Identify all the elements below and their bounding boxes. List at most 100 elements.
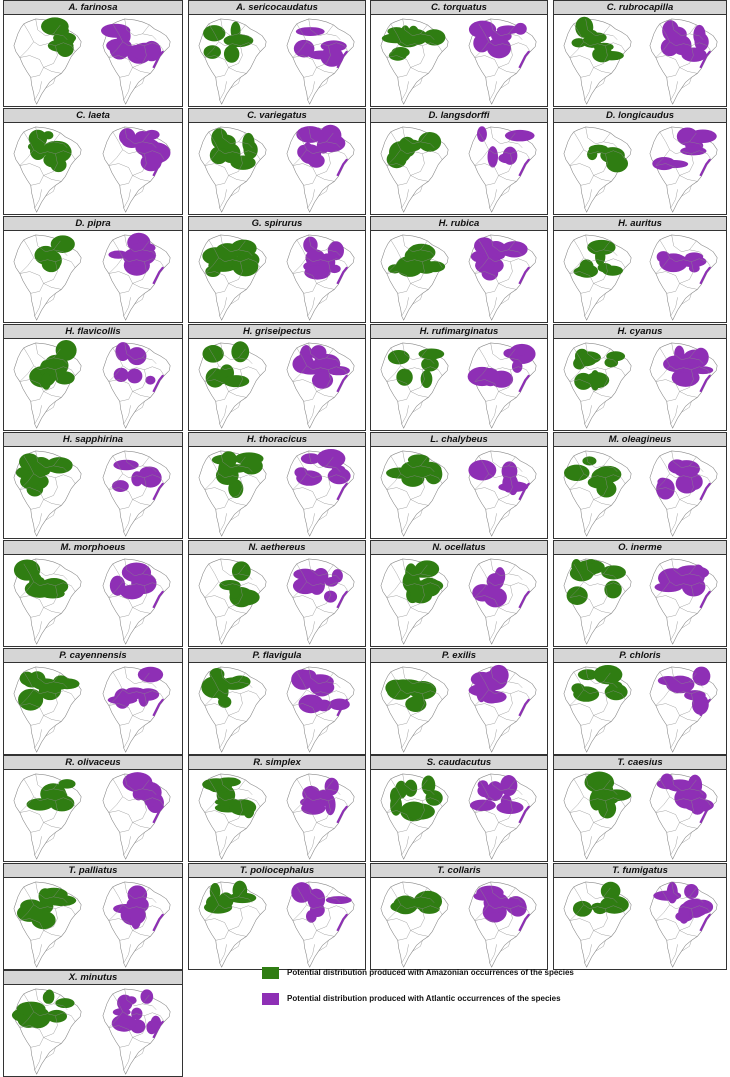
country-border [326, 896, 341, 903]
country-border [219, 836, 227, 856]
country-border [312, 905, 337, 909]
country-border [584, 944, 592, 964]
country-border [336, 366, 349, 376]
country-border [489, 944, 497, 964]
country-border [152, 474, 165, 484]
distribution-patch [418, 132, 442, 152]
country-border [603, 33, 618, 40]
distribution-patch [42, 131, 54, 140]
distribution-maps [198, 124, 355, 213]
country-border [312, 797, 337, 801]
distribution-maps [13, 772, 171, 860]
country-border [220, 342, 246, 360]
country-border [326, 788, 341, 795]
country-border [420, 141, 435, 148]
country-border [43, 908, 58, 931]
distribution-patch [24, 474, 40, 488]
country-border [132, 261, 147, 284]
country-border [508, 33, 523, 40]
country-border [204, 473, 219, 490]
country-border [675, 690, 700, 694]
distribution-patch [659, 253, 688, 273]
distribution-patch [515, 347, 527, 356]
country-border [123, 729, 131, 749]
atlantic-distribution-map [102, 342, 171, 429]
distribution-patch [292, 577, 318, 595]
country-border [292, 595, 317, 608]
distribution-patch [319, 253, 336, 272]
country-border [119, 499, 133, 510]
country-border [595, 509, 606, 521]
distribution-patch [473, 33, 491, 53]
country-border [603, 141, 618, 148]
atlantic-distribution-map [468, 881, 537, 968]
country-border [228, 930, 247, 937]
amazonian-distribution-map [563, 664, 632, 753]
distribution-patch [676, 127, 699, 146]
country-border [34, 513, 42, 533]
country-border [30, 822, 44, 833]
country-border [498, 153, 513, 176]
distribution-patch [684, 883, 699, 899]
country-border [397, 822, 411, 833]
country-border [292, 918, 317, 931]
country-border [316, 822, 335, 829]
distribution-patch [675, 473, 699, 494]
country-border [228, 908, 243, 931]
country-border [292, 163, 317, 176]
country-border [132, 45, 147, 68]
country-border [397, 391, 411, 402]
country-border [573, 563, 590, 586]
country-border [670, 836, 678, 856]
country-border [119, 607, 133, 618]
country-border [119, 930, 133, 941]
country-border [308, 666, 334, 684]
country-border [386, 703, 411, 716]
country-border [292, 271, 317, 284]
country-border [593, 800, 608, 823]
species-name: H. flavicollis [4, 325, 182, 339]
country-border [34, 944, 42, 964]
country-border [589, 150, 614, 154]
country-border [292, 581, 307, 598]
amazonian-distribution-map [380, 558, 449, 645]
distribution-maps [563, 234, 718, 321]
country-border [316, 67, 335, 74]
country-border [390, 886, 407, 909]
country-border [593, 175, 612, 182]
country-border [318, 509, 329, 521]
country-border [390, 131, 407, 154]
country-border [63, 905, 76, 915]
atlantic-distribution-map [102, 126, 171, 213]
country-border [152, 366, 165, 376]
country-border [142, 465, 157, 472]
distribution-patch [16, 904, 43, 922]
country-border [500, 77, 511, 89]
distribution-patch [215, 243, 240, 260]
species-panel: P. flavigula [188, 648, 366, 755]
distribution-patch [222, 375, 250, 388]
coastal-patch [518, 698, 531, 717]
country-border [420, 465, 435, 472]
country-border [386, 487, 411, 500]
country-border [39, 258, 64, 262]
country-border [474, 595, 499, 608]
country-border [228, 45, 243, 68]
distribution-patch [42, 256, 61, 273]
country-border [336, 797, 349, 807]
country-border [35, 773, 61, 791]
atlantic-distribution-map [649, 234, 718, 321]
country-border [23, 993, 40, 1016]
country-border [569, 703, 594, 716]
country-border [204, 904, 219, 921]
country-border [142, 357, 157, 364]
country-border [123, 81, 131, 101]
country-border [39, 582, 64, 586]
country-border [312, 582, 337, 586]
country-border [238, 681, 253, 688]
country-border [498, 822, 517, 829]
country-border [219, 405, 227, 425]
country-border [132, 585, 147, 608]
country-border [569, 149, 584, 166]
atlantic-distribution-map [286, 881, 355, 968]
